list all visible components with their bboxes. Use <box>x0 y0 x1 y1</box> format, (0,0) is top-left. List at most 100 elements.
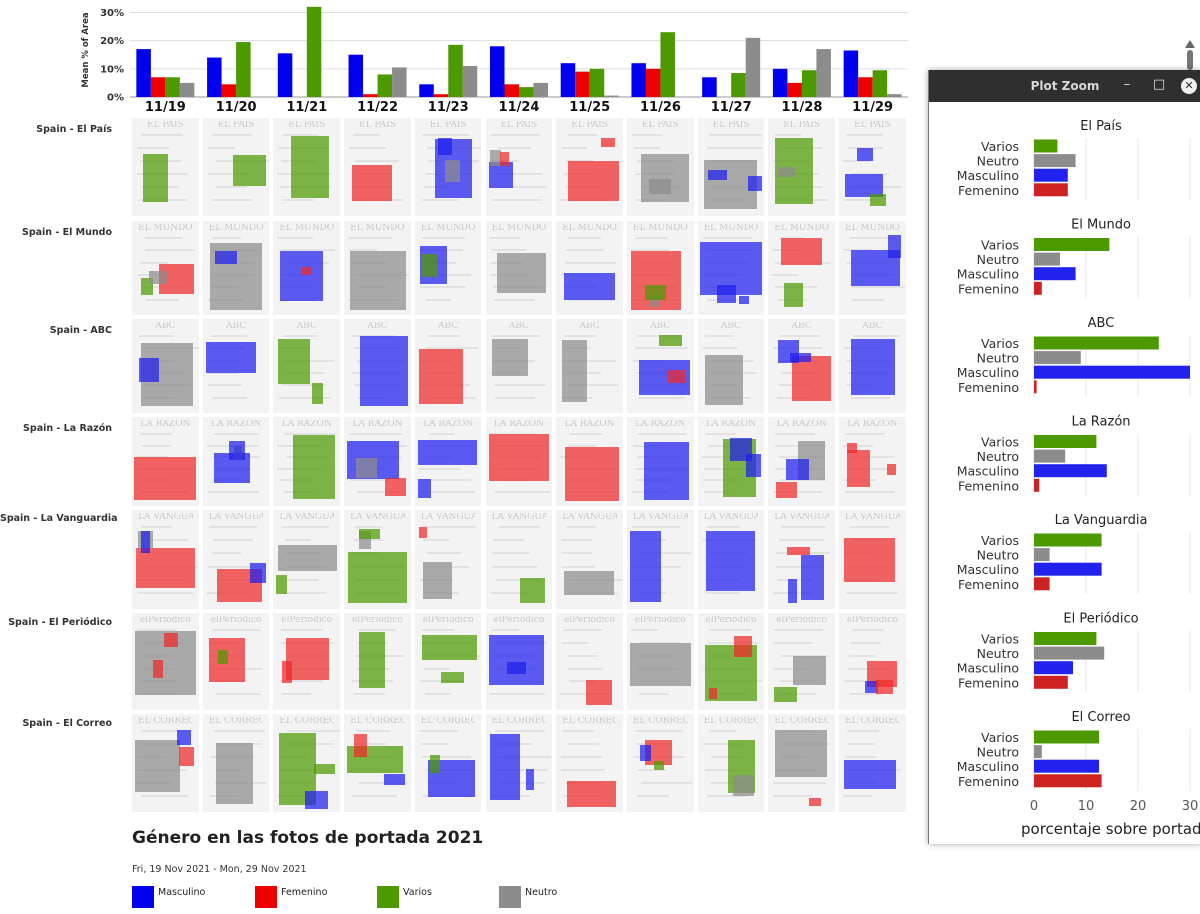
front-page-thumbnail: EL PAÍS <box>626 118 694 216</box>
text-line <box>846 730 880 732</box>
photo-box-femenino <box>808 797 821 806</box>
photo-box-varios <box>278 338 311 385</box>
photo-box-femenino <box>419 348 463 404</box>
text-line <box>499 526 540 528</box>
text-line <box>211 396 247 399</box>
photo-box-varios <box>312 383 324 404</box>
front-page-thumbnail: LA VANGUARDIA <box>414 510 482 609</box>
photo-box-femenino <box>847 449 871 487</box>
front-page-thumbnail: LA VANGUARDIA <box>485 510 553 609</box>
masthead: EL PAÍS <box>641 121 679 130</box>
text-line <box>708 629 751 631</box>
text-line <box>852 335 901 337</box>
bar-varios-11-29 <box>872 70 888 97</box>
scroll-up-arrow-icon[interactable] <box>1185 40 1195 48</box>
masthead: ABC <box>296 322 317 331</box>
masthead: EL MUNDO <box>703 224 759 233</box>
x-tick-label: 11/28 <box>781 100 822 115</box>
legend-label-femenino: Femenino <box>281 887 328 898</box>
text-line <box>421 756 471 758</box>
front-page-thumbnail: EL MUNDO <box>626 221 694 315</box>
masthead: EL PAÍS <box>712 121 750 130</box>
bar-femenino <box>1034 774 1102 788</box>
masthead: LA VANGUARDIA <box>208 513 264 522</box>
text-line <box>849 693 883 696</box>
minimize-icon[interactable]: – <box>1123 77 1131 92</box>
photo-box-femenino <box>709 688 718 699</box>
bar-neutro-11-28 <box>816 49 831 97</box>
text-line <box>420 743 449 745</box>
bar-masculino-11-25 <box>560 63 576 97</box>
row-label-el-correo: Spain - El Correo <box>22 718 112 729</box>
text-line <box>852 629 885 631</box>
masthead: LA VANGUARDIA <box>774 513 829 522</box>
masthead: LA VANGUARDIA <box>632 513 688 522</box>
front-page-thumbnail: elPeriódico <box>768 613 835 710</box>
photo-box-masculino <box>856 148 874 161</box>
text-line <box>283 335 319 337</box>
text-line <box>565 526 597 528</box>
row-label-la-vanguardia: Spain - La Vanguardia <box>0 513 118 524</box>
text-line <box>139 433 173 435</box>
masthead: LA VANGUARDIA <box>138 513 193 522</box>
text-line <box>282 384 327 387</box>
window-titlebar[interactable]: Plot Zoom – □ ✕ <box>929 70 1200 102</box>
legend-label-neutro: Neutro <box>525 887 558 898</box>
photo-box-varios <box>429 754 441 774</box>
photo-box-neutro <box>640 154 690 203</box>
text-line <box>422 199 458 201</box>
text-line <box>493 384 546 387</box>
maximize-icon[interactable]: □ <box>1152 77 1166 92</box>
category-label: Femenino <box>958 675 1019 690</box>
front-page-thumbnail: LA VANGUARDIA <box>202 510 270 609</box>
text-line <box>141 795 188 797</box>
photo-box-neutro <box>422 562 453 600</box>
category-label: Masculino <box>957 267 1019 282</box>
photo-box-femenino <box>352 165 392 202</box>
text-line <box>490 335 541 337</box>
scrollbar-thumb[interactable] <box>1187 50 1193 70</box>
plot-zoom-window: Plot Zoom – □ ✕ 0 10 20 30 El País Varios Neut… <box>928 70 1200 844</box>
photo-box-neutro <box>359 531 371 550</box>
panel-title: El Periódico <box>1063 612 1138 627</box>
close-icon[interactable]: ✕ <box>1181 78 1197 94</box>
text-line <box>496 173 543 175</box>
photo-box-varios <box>291 136 330 199</box>
masthead: ABC <box>791 322 812 331</box>
text-line <box>640 782 692 784</box>
masthead: elPeriódico <box>634 616 686 625</box>
row-label-el-mundo: Spain - El Mundo <box>22 227 112 238</box>
front-page-thumbnail: LA RAZÓN <box>344 417 411 506</box>
photo-box-varios <box>783 283 803 307</box>
bar-neutro <box>1034 548 1050 562</box>
text-line <box>216 693 261 696</box>
photo-box-femenino <box>567 781 616 808</box>
front-page-thumbnail: ABC <box>697 319 765 413</box>
photo-box-masculino <box>790 353 811 362</box>
front-page-thumbnail: LA RAZÓN <box>768 417 835 506</box>
front-page-thumbnail: LA VANGUARDIA <box>768 510 835 609</box>
front-page-thumbnail: ABC <box>132 319 199 413</box>
text-line <box>140 134 183 136</box>
masthead: EL PAÍS <box>288 121 326 130</box>
zoom-x-tick-label: 0 <box>1030 799 1038 814</box>
photo-box-masculino <box>214 250 237 265</box>
text-line <box>707 147 762 149</box>
text-line <box>845 134 883 136</box>
bar-femenino-11-28 <box>787 82 802 97</box>
category-label: Femenino <box>958 478 1019 493</box>
photo-box-masculino <box>138 358 160 383</box>
masthead: elPeriódico <box>493 616 545 625</box>
photo-box-femenino <box>179 747 195 767</box>
photo-box-masculino <box>705 530 755 592</box>
bar-masculino-11-29 <box>843 50 859 97</box>
category-label: Varios <box>981 238 1019 253</box>
photo-box-masculino <box>730 438 753 461</box>
text-line <box>775 134 802 136</box>
text-line <box>495 769 549 771</box>
category-label: Varios <box>981 730 1019 745</box>
x-tick-label: 11/23 <box>428 100 469 115</box>
text-line <box>286 578 319 581</box>
daily-gender-bar-chart: 0% 10% 20% 30% Mean % of Area 11/19 11/20 11/21… <box>81 6 908 115</box>
photo-box-femenino <box>792 356 831 402</box>
